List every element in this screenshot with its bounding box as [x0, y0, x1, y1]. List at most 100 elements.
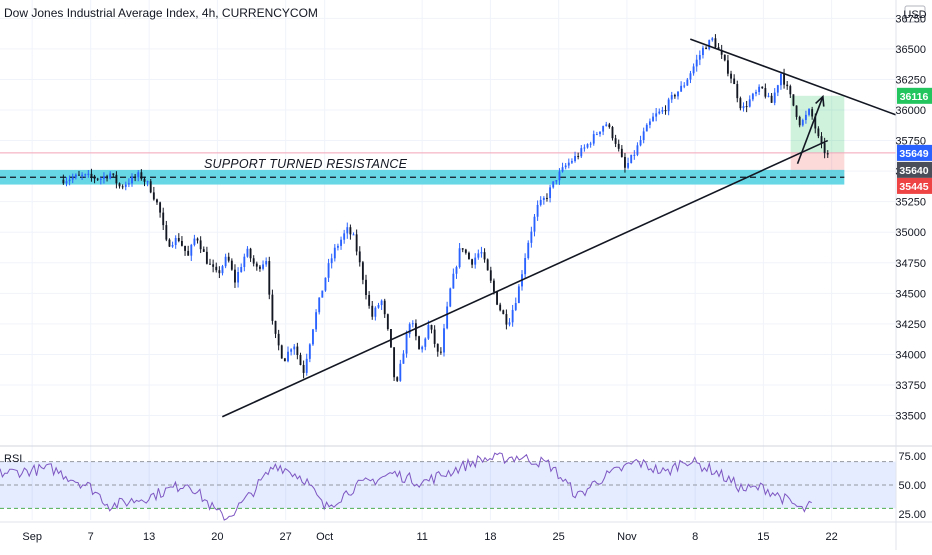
candle-body[interactable] — [271, 294, 274, 321]
candle-body[interactable] — [315, 312, 318, 330]
candle-body[interactable] — [177, 237, 180, 241]
candle-body[interactable] — [377, 305, 380, 308]
candle-body[interactable] — [258, 266, 261, 269]
candle-body[interactable] — [327, 263, 330, 278]
candle-body[interactable] — [636, 145, 639, 155]
candle-body[interactable] — [265, 261, 268, 265]
projection-arrow[interactable] — [796, 96, 824, 165]
candle-body[interactable] — [305, 358, 308, 373]
candle-body[interactable] — [171, 245, 174, 247]
candle-body[interactable] — [577, 155, 580, 157]
candle-body[interactable] — [745, 106, 748, 108]
candle-body[interactable] — [692, 66, 695, 74]
candle-body[interactable] — [165, 225, 168, 240]
candle-body[interactable] — [215, 266, 218, 271]
rsi-panel[interactable]: RSI — [0, 452, 896, 521]
candle-body[interactable] — [617, 143, 620, 149]
candle-body[interactable] — [93, 176, 96, 179]
candle-body[interactable] — [633, 154, 636, 156]
candle-body[interactable] — [109, 173, 112, 179]
candle-body[interactable] — [658, 111, 661, 114]
candle-body[interactable] — [87, 173, 90, 175]
candle-body[interactable] — [405, 333, 408, 354]
candle-body[interactable] — [652, 116, 654, 122]
candle-body[interactable] — [436, 343, 439, 352]
candle-body[interactable] — [461, 248, 464, 250]
candle-body[interactable] — [449, 288, 452, 307]
candle-body[interactable] — [755, 92, 757, 94]
candle-body[interactable] — [574, 155, 576, 162]
candle-body[interactable] — [670, 95, 673, 100]
candle-body[interactable] — [368, 295, 371, 306]
candle-body[interactable] — [218, 270, 221, 274]
candle-body[interactable] — [648, 121, 651, 125]
candle-body[interactable] — [134, 176, 137, 178]
candle-body[interactable] — [758, 86, 761, 93]
candle-body[interactable] — [127, 183, 130, 185]
candle-body[interactable] — [471, 259, 474, 265]
candle-body[interactable] — [162, 212, 165, 226]
candle-body[interactable] — [770, 95, 773, 103]
candle-body[interactable] — [352, 234, 355, 236]
candle-body[interactable] — [655, 113, 658, 117]
candles[interactable] — [62, 34, 829, 383]
candle-body[interactable] — [580, 148, 583, 157]
candle-body[interactable] — [589, 143, 592, 145]
candle-body[interactable] — [549, 187, 552, 199]
candle-body[interactable] — [90, 173, 93, 177]
candle-body[interactable] — [801, 120, 804, 126]
candle-body[interactable] — [761, 86, 764, 89]
candle-body[interactable] — [605, 124, 608, 127]
candle-body[interactable] — [443, 328, 445, 353]
candle-body[interactable] — [645, 124, 648, 132]
candle-body[interactable] — [174, 237, 177, 246]
candle-body[interactable] — [723, 54, 726, 61]
candle-body[interactable] — [564, 165, 567, 168]
candle-body[interactable] — [708, 40, 711, 50]
candle-body[interactable] — [624, 156, 626, 168]
candle-body[interactable] — [115, 174, 118, 184]
candle-body[interactable] — [252, 258, 255, 264]
candle-body[interactable] — [776, 85, 779, 93]
candle-body[interactable] — [202, 249, 205, 252]
candle-body[interactable] — [555, 180, 558, 182]
candle-body[interactable] — [817, 128, 820, 137]
candle-body[interactable] — [795, 105, 798, 117]
candle-body[interactable] — [240, 267, 243, 272]
candle-body[interactable] — [496, 291, 498, 305]
candle-body[interactable] — [698, 55, 701, 60]
candle-body[interactable] — [421, 346, 424, 350]
candle-body[interactable] — [399, 363, 402, 381]
time-axis[interactable]: Sep 7 13 20 27 Oct 11 18 25 Nov 8 15 22 — [0, 521, 932, 543]
candle-body[interactable] — [168, 239, 171, 247]
candle-body[interactable] — [586, 144, 589, 148]
candle-body[interactable] — [149, 181, 152, 193]
candle-body[interactable] — [396, 377, 399, 381]
candle-body[interactable] — [533, 216, 536, 232]
candle-body[interactable] — [308, 344, 311, 359]
candle-body[interactable] — [595, 134, 598, 136]
candle-body[interactable] — [424, 338, 427, 347]
candle-body[interactable] — [246, 248, 249, 257]
candle-body[interactable] — [677, 91, 679, 97]
candle-body[interactable] — [455, 267, 458, 274]
candle-body[interactable] — [361, 262, 364, 280]
candle-body[interactable] — [726, 60, 729, 74]
candle-body[interactable] — [393, 347, 396, 378]
candle-body[interactable] — [502, 310, 505, 315]
candle-body[interactable] — [468, 252, 470, 260]
candle-body[interactable] — [296, 346, 299, 356]
candle-body[interactable] — [642, 131, 645, 141]
candle-body[interactable] — [567, 162, 570, 166]
candle-body[interactable] — [156, 199, 158, 203]
candle-body[interactable] — [792, 94, 795, 106]
candle-body[interactable] — [199, 240, 202, 250]
candle-body[interactable] — [62, 179, 65, 184]
candle-body[interactable] — [140, 172, 143, 179]
candle-body[interactable] — [736, 84, 739, 99]
candle-body[interactable] — [458, 248, 461, 268]
candle-body[interactable] — [427, 324, 430, 339]
candle-body[interactable] — [714, 38, 717, 48]
candle-body[interactable] — [124, 184, 127, 187]
candle-body[interactable] — [249, 248, 252, 259]
